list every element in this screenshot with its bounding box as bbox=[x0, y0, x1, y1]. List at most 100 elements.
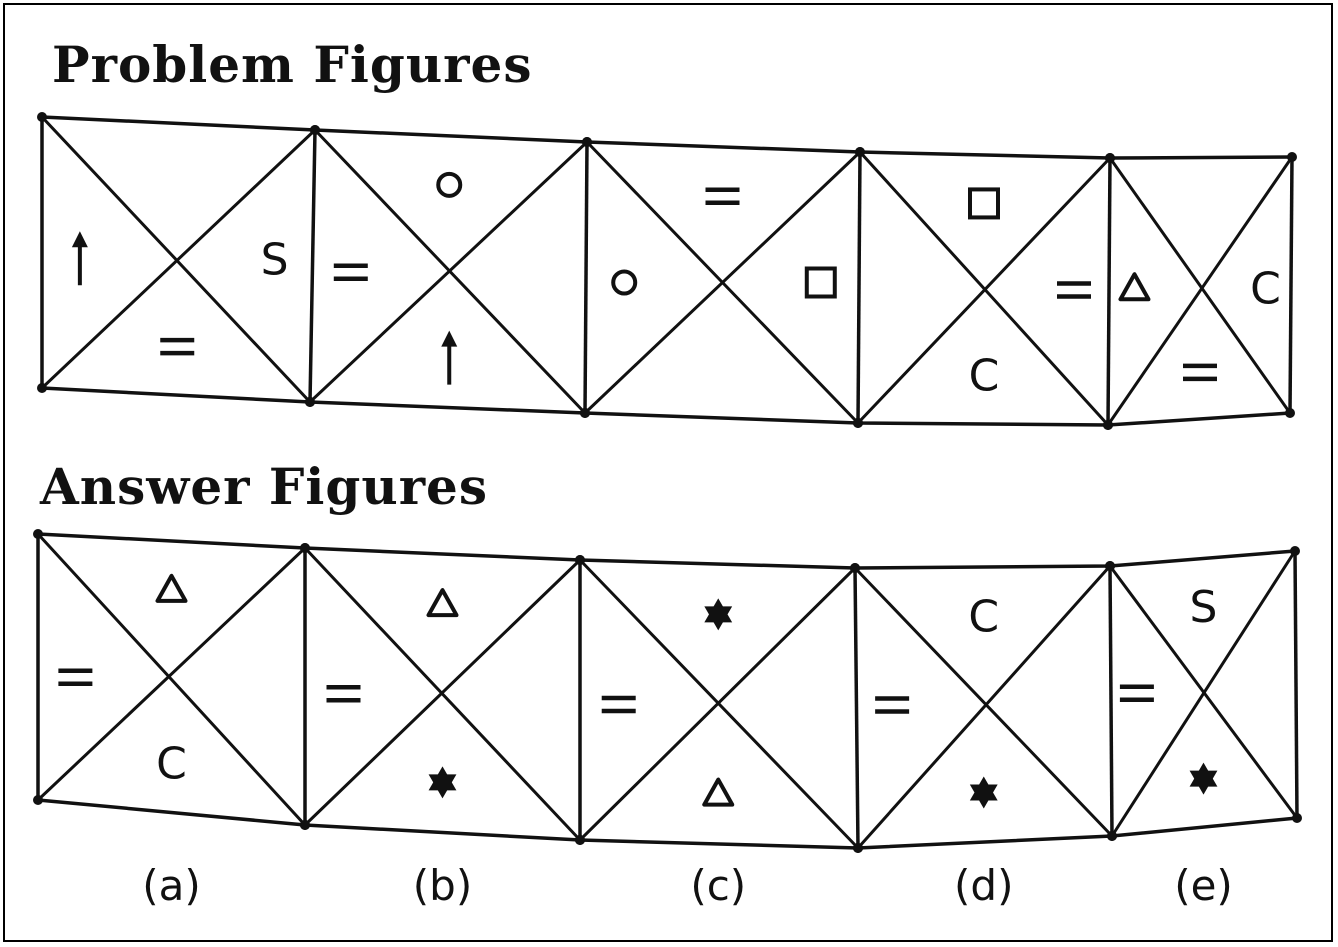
diagonal-line bbox=[36, 532, 307, 827]
corner-dot bbox=[300, 820, 310, 830]
corner-dot bbox=[1105, 561, 1115, 571]
corner-dot bbox=[575, 835, 585, 845]
triangle-icon bbox=[155, 573, 188, 603]
diagonal-line bbox=[40, 128, 317, 390]
equals-symbol bbox=[326, 685, 361, 703]
equals-symbol bbox=[1183, 363, 1217, 382]
problem-figures-heading: Problem Figures bbox=[52, 35, 533, 94]
svg-text:C: C bbox=[156, 739, 187, 790]
svg-text:C: C bbox=[1250, 263, 1281, 314]
corner-dot bbox=[582, 137, 592, 147]
problem-strip bbox=[40, 115, 1294, 427]
problem-figure-2 bbox=[305, 125, 592, 418]
answer-divider bbox=[1108, 565, 1114, 837]
triangle-icon bbox=[426, 588, 459, 618]
corner-dot bbox=[580, 408, 590, 418]
answer-figures-heading: Answer Figures bbox=[40, 457, 489, 516]
equals-symbol bbox=[333, 263, 368, 281]
diagonal-line bbox=[1106, 156, 1294, 426]
triangle-icon bbox=[702, 777, 735, 807]
option-label-a[interactable]: (a) bbox=[142, 861, 201, 910]
corner-dot bbox=[853, 843, 863, 853]
letter-symbol: C bbox=[1250, 263, 1281, 314]
diagonal-line bbox=[36, 546, 307, 802]
problem-divider bbox=[1106, 157, 1112, 426]
star-icon bbox=[428, 766, 457, 799]
answer-strip bbox=[36, 532, 1299, 850]
corner-dot bbox=[310, 125, 320, 135]
star-icon bbox=[1189, 762, 1218, 795]
option-label-b[interactable]: (b) bbox=[413, 861, 472, 910]
letter-symbol: C bbox=[969, 351, 1000, 402]
option-label-e[interactable]: (e) bbox=[1174, 861, 1233, 910]
problem-top-edge bbox=[41, 115, 1293, 160]
star-icon bbox=[969, 776, 998, 809]
problem-divider bbox=[856, 151, 862, 424]
problem-figure-4: C bbox=[853, 147, 1115, 430]
problem-figure-5: C bbox=[1103, 152, 1297, 430]
diagonal-line bbox=[856, 565, 1112, 849]
answer-figure-2 bbox=[300, 543, 585, 845]
equals-symbol bbox=[705, 187, 740, 206]
corner-dot bbox=[37, 383, 47, 393]
answer-figure-5: S bbox=[1105, 546, 1302, 841]
corner-dot bbox=[33, 795, 43, 805]
square-icon bbox=[968, 187, 1000, 220]
arrow-up-icon bbox=[71, 231, 88, 286]
diagonal-line bbox=[583, 150, 862, 415]
letter-symbol: C bbox=[968, 592, 999, 643]
corner-dot bbox=[37, 112, 47, 122]
problem-divider bbox=[1288, 156, 1294, 414]
svg-text:S: S bbox=[1190, 582, 1218, 633]
problem-divider bbox=[583, 141, 589, 414]
answer-bottom-edge bbox=[37, 798, 1298, 850]
answer-figure-3 bbox=[575, 555, 863, 853]
diagonal-line bbox=[1108, 157, 1292, 414]
answer-figure-4: C bbox=[850, 561, 1117, 853]
equals-symbol bbox=[1119, 684, 1154, 702]
answer-figure-1: C bbox=[33, 529, 310, 830]
corner-dot bbox=[850, 563, 860, 573]
corner-dot bbox=[33, 529, 43, 539]
image-frame bbox=[3, 3, 1333, 942]
corner-dot bbox=[1292, 813, 1302, 823]
corner-dot bbox=[575, 555, 585, 565]
answer-divider bbox=[853, 567, 860, 849]
arrow-up-icon bbox=[441, 330, 458, 385]
corner-dot bbox=[1105, 153, 1115, 163]
equals-symbol bbox=[1057, 281, 1091, 299]
answer-top-edge bbox=[37, 532, 1296, 570]
corner-dot bbox=[1287, 152, 1297, 162]
corner-dot bbox=[1285, 408, 1295, 418]
triangle-icon bbox=[1118, 272, 1151, 302]
option-label-c[interactable]: (c) bbox=[690, 861, 746, 910]
problem-figure-3 bbox=[580, 137, 865, 428]
letter-symbol: S bbox=[1190, 582, 1218, 633]
circle-icon bbox=[436, 171, 463, 198]
problem-divider bbox=[308, 129, 317, 403]
answer-divider bbox=[1293, 550, 1299, 819]
corner-dot bbox=[1107, 831, 1117, 841]
svg-text:S: S bbox=[261, 234, 289, 285]
diagonal-line bbox=[1110, 550, 1297, 837]
corner-dot bbox=[855, 147, 865, 157]
square-icon bbox=[804, 266, 837, 299]
diagonal-line bbox=[578, 566, 857, 842]
letter-symbol: C bbox=[156, 739, 187, 790]
circle-icon bbox=[611, 269, 638, 296]
corner-dot bbox=[1103, 420, 1113, 430]
corner-dot bbox=[300, 543, 310, 553]
letter-symbol: S bbox=[261, 234, 289, 285]
diagonal-line bbox=[303, 558, 582, 827]
diagonal-line bbox=[308, 140, 589, 404]
star-icon bbox=[704, 598, 733, 631]
problem-figure-1: S bbox=[37, 112, 320, 407]
equals-symbol bbox=[601, 695, 636, 714]
svg-text:C: C bbox=[969, 351, 1000, 402]
equals-symbol bbox=[875, 696, 910, 714]
corner-dot bbox=[305, 397, 315, 407]
equals-symbol bbox=[58, 668, 93, 686]
option-label-d[interactable]: (d) bbox=[954, 861, 1013, 910]
equals-symbol bbox=[160, 337, 195, 356]
